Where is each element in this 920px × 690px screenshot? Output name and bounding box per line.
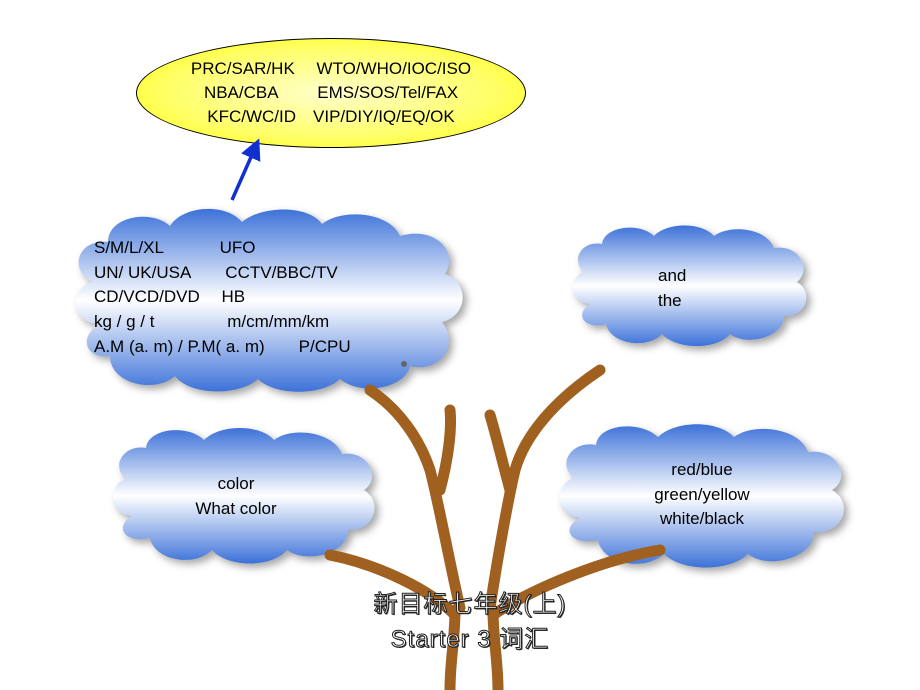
text-line: the xyxy=(658,289,686,314)
text-line: CD/VCD/DVD HB xyxy=(94,285,351,310)
text-line: kg / g / t m/cm/mm/km xyxy=(94,310,351,335)
page-title: 新目标七年级(上) Starter 3 词汇 xyxy=(320,584,620,654)
text-line: and xyxy=(658,264,686,289)
text-line: UN/ UK/USA CCTV/BBC/TV xyxy=(94,261,351,286)
cloud-text-big: S/M/L/XL UFO UN/ UK/USA CCTV/BBC/TV CD/V… xyxy=(94,236,351,359)
text-line: green/yellow xyxy=(642,483,762,508)
text-line: white/black xyxy=(642,507,762,532)
cloud-text-andthe: and the xyxy=(658,264,686,313)
text-line: A.M (a. m) / P.M( a. m) P/CPU xyxy=(94,335,351,360)
text-line: What color xyxy=(186,497,286,522)
title-line: 新目标七年级(上) xyxy=(320,584,620,619)
text-line: color xyxy=(186,472,286,497)
text-line: red/blue xyxy=(642,458,762,483)
text-line: S/M/L/XL UFO xyxy=(94,236,351,261)
title-line: Starter 3 词汇 xyxy=(320,619,620,654)
cloud-text-color: color What color xyxy=(186,472,286,521)
cloud-text-colorlist: red/blue green/yellow white/black xyxy=(642,458,762,532)
